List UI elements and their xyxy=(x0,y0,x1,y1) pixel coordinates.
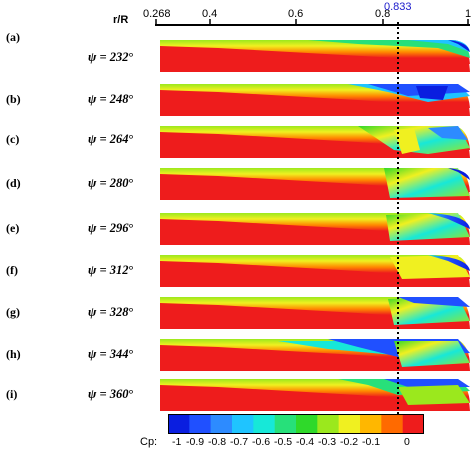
colorbar xyxy=(168,414,424,434)
contour-strip xyxy=(160,126,470,158)
contour-strip xyxy=(160,379,470,411)
contour-strip xyxy=(160,213,470,245)
top-axis xyxy=(155,19,470,26)
colorbar-tick-label: -0.5 xyxy=(274,436,293,448)
colorbar-title: Cp: xyxy=(140,436,158,448)
psi-label: ψ = 296° xyxy=(88,221,134,235)
colorbar-swatch xyxy=(232,415,254,433)
colorbar-swatch xyxy=(402,415,424,433)
colorbar-tick-label: -0.3 xyxy=(318,436,337,448)
colorbar-swatch xyxy=(360,415,382,433)
colorbar-tick-label: -0.6 xyxy=(252,436,271,448)
panel-label: (h) xyxy=(6,347,21,361)
colorbar-tick-label: -1 xyxy=(172,436,182,448)
colorbar-tick-label: -0.2 xyxy=(340,436,359,448)
panel-label: (f) xyxy=(6,263,18,277)
marker-line xyxy=(397,22,399,416)
contour-strip xyxy=(160,255,470,287)
colorbar-swatch xyxy=(274,415,297,433)
contour-strip xyxy=(160,168,470,200)
colorbar-tick-label: -0.4 xyxy=(296,436,315,448)
panel-label: (c) xyxy=(6,132,20,146)
axis-tick-label: 1 xyxy=(465,8,472,20)
psi-label: ψ = 312° xyxy=(88,263,134,277)
colorbar-border xyxy=(168,414,424,434)
colorbar-swatch xyxy=(381,415,403,433)
axis-tick-label: 0.268 xyxy=(143,8,171,20)
psi-label: ψ = 264° xyxy=(88,132,134,146)
psi-label: ψ = 232° xyxy=(88,50,134,64)
colorbar-tick-label: -0.8 xyxy=(208,436,227,448)
panel-label: (g) xyxy=(6,305,20,319)
colorbar-swatch xyxy=(338,415,361,433)
colorbar-swatch xyxy=(189,415,211,433)
contour-strip xyxy=(160,297,470,329)
axis-tick-label: 0.4 xyxy=(202,8,218,20)
psi-label: ψ = 248° xyxy=(88,92,134,106)
axis-title: r/R xyxy=(113,14,129,26)
contour-strip xyxy=(160,84,470,116)
colorbar-swatch xyxy=(317,415,339,433)
colorbar-swatch xyxy=(253,415,275,433)
marker-label: 0.833 xyxy=(384,1,412,13)
psi-label: ψ = 328° xyxy=(88,305,134,319)
contour-strip xyxy=(160,40,470,72)
colorbar-tick-label: -0.7 xyxy=(230,436,249,448)
colorbar-swatch xyxy=(168,415,190,433)
colorbar-swatch xyxy=(296,415,318,433)
panel-label: (a) xyxy=(6,30,20,44)
colorbar-tick-label: 0 xyxy=(404,436,410,448)
psi-label: ψ = 344° xyxy=(88,347,134,361)
panel-label: (i) xyxy=(6,387,18,401)
colorbar-tick-label: -0.1 xyxy=(362,436,381,448)
panel-label: (b) xyxy=(6,92,21,106)
panel-label: (d) xyxy=(6,176,21,190)
panel-label: (e) xyxy=(6,221,20,235)
axis-tick-label: 0.8 xyxy=(375,8,391,20)
colorbar-swatch xyxy=(210,415,233,433)
psi-label: ψ = 280° xyxy=(88,176,134,190)
colorbar-tick-label: -0.9 xyxy=(186,436,205,448)
axis-tick-label: 0.6 xyxy=(288,8,304,20)
psi-label: ψ = 360° xyxy=(88,387,134,401)
